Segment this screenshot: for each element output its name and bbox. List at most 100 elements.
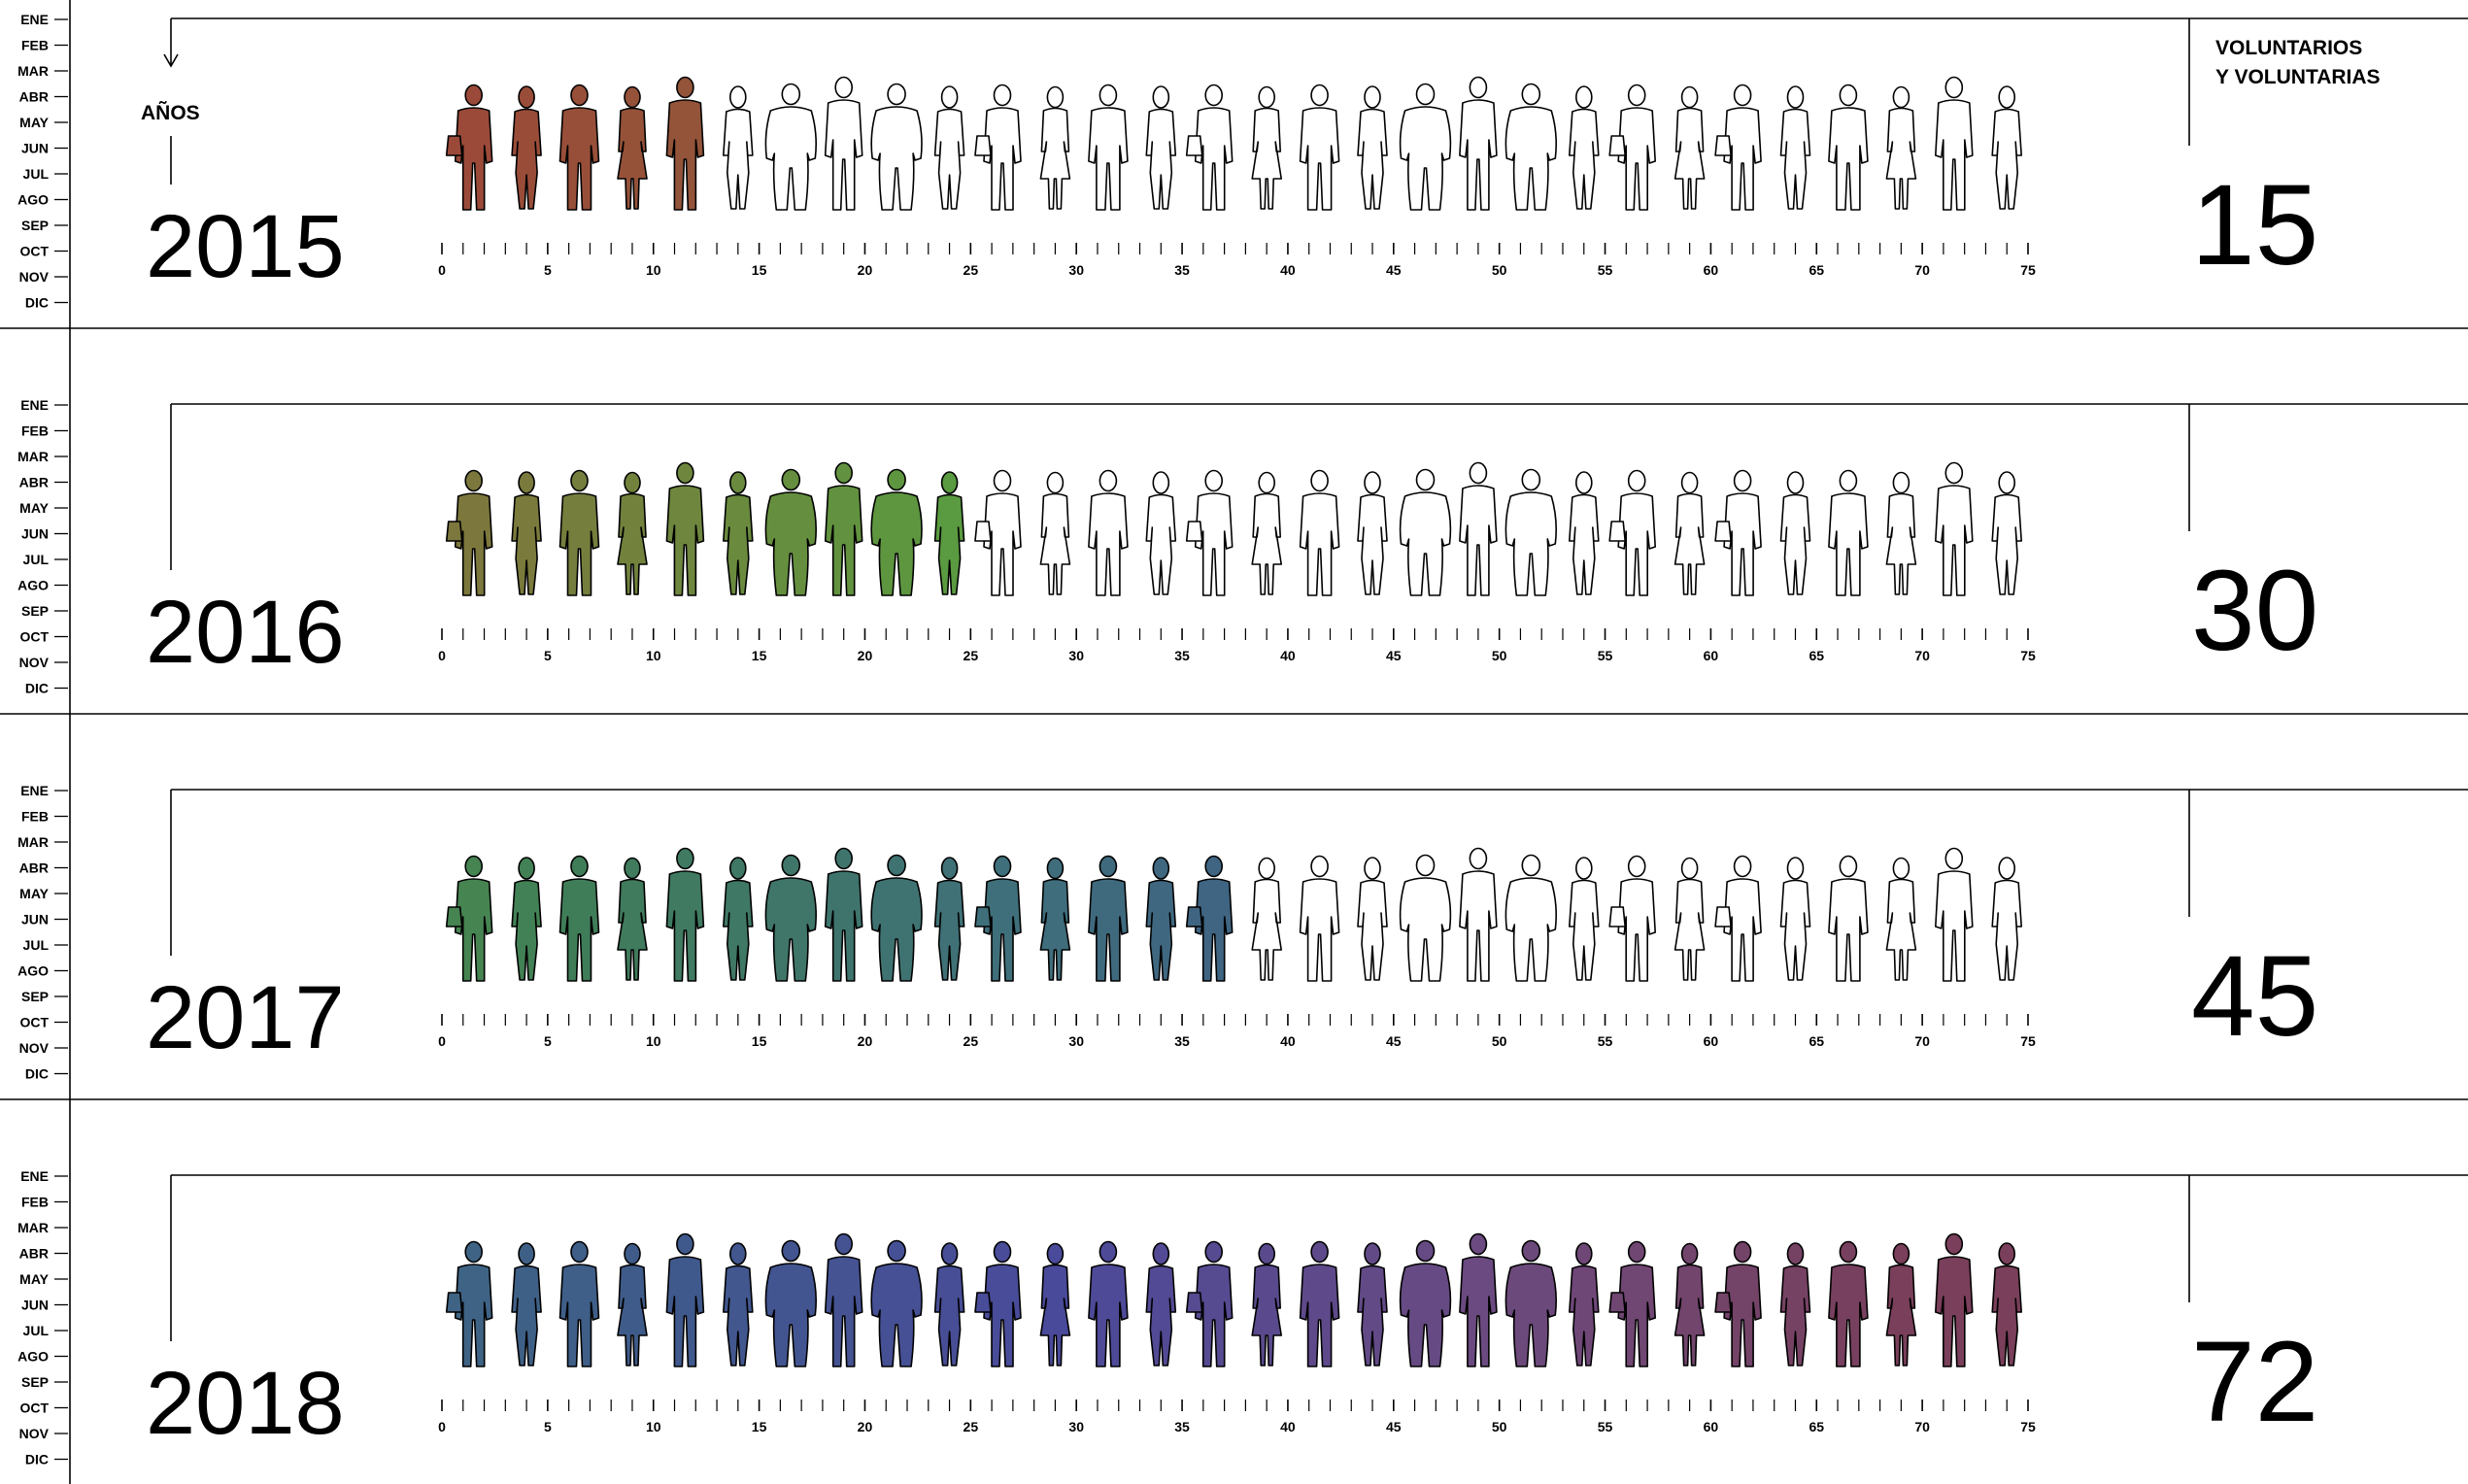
volunteer-figure-filled bbox=[1039, 857, 1071, 981]
month-label: JUL bbox=[23, 166, 50, 182]
axis-tick-label: 75 bbox=[2020, 1419, 2036, 1434]
volunteer-figure-empty bbox=[1828, 469, 1869, 596]
axis-tick-label: 20 bbox=[858, 1419, 873, 1434]
volunteer-figure-empty bbox=[1299, 855, 1340, 982]
volunteer-count: 45 bbox=[2191, 932, 2318, 1061]
volunteer-figure-empty bbox=[1039, 471, 1071, 595]
month-label: OCT bbox=[19, 1400, 49, 1416]
volunteer-figure-empty bbox=[1185, 84, 1234, 211]
volunteer-figure-empty bbox=[1779, 857, 1811, 981]
volunteer-figure-filled bbox=[445, 855, 493, 982]
month-label: AGO bbox=[17, 1349, 49, 1365]
volunteer-figure-empty bbox=[1608, 84, 1656, 211]
axis-tick-label: 15 bbox=[752, 648, 767, 663]
axis-tick-label: 35 bbox=[1174, 262, 1190, 278]
volunteer-figure-empty bbox=[1935, 461, 1974, 596]
axis-tick-label: 0 bbox=[438, 648, 446, 663]
volunteer-figure-empty bbox=[1991, 85, 2022, 210]
axis-tick-label: 50 bbox=[1492, 262, 1507, 278]
volunteer-figure-filled bbox=[1088, 855, 1129, 982]
axis-tick-label: 40 bbox=[1280, 648, 1296, 663]
axis-tick-label: 70 bbox=[1914, 1419, 1930, 1434]
month-label: OCT bbox=[19, 244, 49, 259]
month-label: MAR bbox=[17, 449, 49, 464]
month-label: ABR bbox=[19, 89, 49, 105]
volunteer-figure-empty bbox=[1459, 76, 1498, 211]
volunteer-figure-filled bbox=[1145, 1242, 1177, 1366]
axis-tick-label: 15 bbox=[752, 1033, 767, 1049]
year-label: 2017 bbox=[146, 968, 345, 1067]
volunteer-figure-empty bbox=[1251, 471, 1282, 595]
month-label: MAY bbox=[19, 1271, 49, 1287]
volunteer-figure-filled bbox=[1828, 1240, 1869, 1367]
years-axis-label: AÑOS bbox=[141, 102, 200, 124]
month-label: ENE bbox=[20, 397, 49, 413]
volunteer-figure-filled bbox=[665, 461, 705, 596]
axis-tick-label: 30 bbox=[1068, 1033, 1084, 1049]
month-label: SEP bbox=[21, 218, 49, 233]
axis-tick-label: 20 bbox=[858, 1033, 873, 1049]
volunteer-figure-filled bbox=[445, 469, 493, 596]
axis-tick-label: 5 bbox=[544, 648, 552, 663]
volunteer-figure-filled bbox=[617, 85, 648, 210]
month-label: JUN bbox=[21, 1298, 49, 1313]
volunteer-figure-filled bbox=[974, 855, 1022, 982]
volunteer-figure-filled bbox=[933, 857, 965, 981]
volunteer-figure-empty bbox=[1459, 461, 1498, 596]
axis-tick-label: 40 bbox=[1280, 1419, 1296, 1434]
volunteer-figure-filled bbox=[1779, 1242, 1811, 1366]
axis-tick-label: 45 bbox=[1386, 262, 1402, 278]
month-label: DIC bbox=[25, 681, 49, 696]
volunteer-figure-filled bbox=[1357, 1242, 1388, 1366]
volunteer-figure-filled bbox=[511, 857, 542, 981]
volunteer-count: 72 bbox=[2191, 1318, 2318, 1446]
month-label: MAY bbox=[19, 500, 49, 516]
volunteer-figure-filled bbox=[1569, 1242, 1600, 1366]
month-label: ENE bbox=[20, 1168, 49, 1184]
month-label: MAR bbox=[17, 63, 49, 79]
volunteer-figure-empty bbox=[1991, 471, 2022, 595]
count-title-line2: Y VOLUNTARIAS bbox=[2215, 66, 2381, 88]
axis-tick-label: 10 bbox=[646, 1033, 661, 1049]
axis-tick-label: 75 bbox=[2020, 262, 2036, 278]
volunteer-figure-empty bbox=[1674, 85, 1706, 210]
volunteer-figure-filled bbox=[511, 85, 542, 210]
volunteer-figure-filled bbox=[1608, 1240, 1656, 1367]
month-label: DIC bbox=[25, 295, 49, 311]
month-label: DIC bbox=[25, 1066, 49, 1082]
axis-tick-label: 5 bbox=[544, 262, 552, 278]
year-label: 2015 bbox=[146, 197, 345, 296]
volunteer-figure-filled bbox=[445, 1240, 493, 1367]
axis-tick-label: 75 bbox=[2020, 1033, 2036, 1049]
axis-tick-label: 0 bbox=[438, 1419, 446, 1434]
month-label: NOV bbox=[19, 655, 50, 670]
volunteer-figure-empty bbox=[1714, 855, 1762, 982]
volunteer-figure-empty bbox=[1185, 469, 1234, 596]
volunteer-figure-filled bbox=[824, 847, 863, 982]
axis-tick-label: 5 bbox=[544, 1419, 552, 1434]
axis-tick-label: 45 bbox=[1386, 1033, 1402, 1049]
volunteer-figure-filled bbox=[1088, 1240, 1129, 1367]
axis-tick-label: 60 bbox=[1704, 262, 1719, 278]
volunteer-figure-empty bbox=[1991, 857, 2022, 981]
month-label: ABR bbox=[19, 1246, 49, 1262]
volunteer-figure-filled bbox=[558, 855, 600, 982]
axis-tick-label: 40 bbox=[1280, 262, 1296, 278]
volunteer-figure-empty bbox=[1828, 855, 1869, 982]
volunteer-figure-filled bbox=[558, 1240, 600, 1367]
volunteer-figure-empty bbox=[1145, 471, 1177, 595]
volunteer-figure-filled bbox=[445, 84, 493, 211]
axis-tick-label: 45 bbox=[1386, 648, 1402, 663]
volunteer-figure-filled bbox=[722, 1242, 754, 1366]
volunteer-figure-empty bbox=[1779, 85, 1811, 210]
volunteer-figure-filled bbox=[722, 857, 754, 981]
axis-tick-label: 30 bbox=[1068, 648, 1084, 663]
volunteer-figure-filled bbox=[1185, 855, 1234, 982]
axis-tick-label: 20 bbox=[858, 648, 873, 663]
axis-tick-label: 60 bbox=[1704, 1419, 1719, 1434]
year-row-2015: ENE FEB MAR ABR MAY JUN JUL AGO SEP OCT NOV DIC AÑOS… bbox=[0, 12, 2468, 329]
axis-tick-label: 70 bbox=[1914, 1033, 1930, 1049]
volunteer-figure-filled bbox=[764, 854, 817, 982]
volunteer-figure-empty bbox=[1399, 468, 1452, 596]
axis-tick-label: 75 bbox=[2020, 648, 2036, 663]
